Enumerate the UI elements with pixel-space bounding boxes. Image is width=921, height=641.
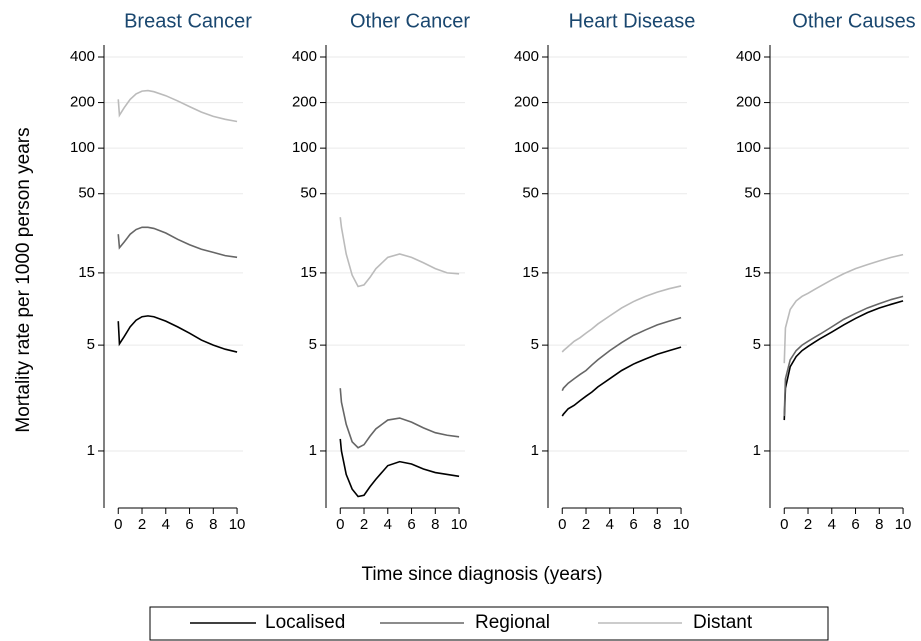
x-tick-label: 2 [582, 516, 590, 533]
data-line [783, 300, 904, 421]
y-tick-label: 100 [736, 139, 761, 156]
y-tick-label: 200 [70, 94, 95, 111]
y-tick-label: 200 [292, 94, 317, 111]
x-tick-label: 6 [629, 516, 637, 533]
y-tick-label: 200 [514, 94, 539, 111]
y-tick-label: 5 [753, 336, 761, 353]
legend-label: Distant [693, 612, 753, 633]
y-tick-label: 15 [78, 264, 95, 281]
x-tick-label: 10 [229, 516, 246, 533]
x-tick-label: 2 [360, 516, 368, 533]
y-tick-label: 15 [522, 264, 539, 281]
y-tick-label: 1 [309, 442, 317, 459]
x-tick-label: 8 [431, 516, 439, 533]
data-line [339, 388, 460, 449]
x-tick-label: 6 [851, 516, 859, 533]
y-tick-label: 200 [736, 94, 761, 111]
data-line [783, 295, 904, 417]
y-tick-label: 400 [736, 48, 761, 65]
y-tick-label: 1 [753, 442, 761, 459]
y-tick-label: 400 [70, 48, 95, 65]
data-line [783, 253, 904, 364]
x-tick-label: 10 [451, 516, 468, 533]
y-tick-label: 50 [744, 185, 761, 202]
x-tick-label: 4 [162, 516, 170, 533]
y-tick-label: 100 [514, 139, 539, 156]
x-tick-label: 8 [875, 516, 883, 533]
x-tick-label: 2 [138, 516, 146, 533]
y-tick-label: 400 [514, 48, 539, 65]
x-tick-label: 8 [653, 516, 661, 533]
x-tick-label: 10 [673, 516, 690, 533]
y-tick-label: 5 [87, 336, 95, 353]
legend-label: Localised [265, 612, 345, 633]
y-tick-label: 15 [744, 264, 761, 281]
x-tick-label: 8 [209, 516, 217, 533]
data-line [339, 217, 460, 288]
x-tick-label: 0 [336, 516, 344, 533]
y-tick-label: 50 [78, 185, 95, 202]
y-tick-label: 400 [292, 48, 317, 65]
x-tick-label: 10 [895, 516, 912, 533]
legend-box [149, 606, 829, 641]
panel-title: Other Causes [792, 10, 915, 32]
x-tick-label: 2 [804, 516, 812, 533]
x-tick-label: 4 [384, 516, 392, 533]
x-tick-label: 6 [407, 516, 415, 533]
panel-title: Breast Cancer [124, 10, 252, 32]
data-line [561, 316, 682, 392]
x-tick-label: 0 [558, 516, 566, 533]
data-line [117, 89, 238, 123]
x-tick-label: 0 [114, 516, 122, 533]
y-tick-label: 100 [292, 139, 317, 156]
y-tick-label: 1 [87, 442, 95, 459]
data-line [117, 315, 238, 353]
panel-title: Other Cancer [350, 10, 470, 32]
x-tick-label: 4 [606, 516, 614, 533]
y-tick-label: 100 [70, 139, 95, 156]
x-axis-title: Time since diagnosis (years) [361, 564, 602, 585]
data-line [561, 346, 682, 417]
y-tick-label: 50 [300, 185, 317, 202]
y-tick-label: 15 [300, 264, 317, 281]
y-tick-label: 1 [531, 442, 539, 459]
x-tick-label: 4 [828, 516, 836, 533]
panel-title: Heart Disease [569, 10, 696, 32]
y-axis-title: Mortality rate per 1000 person years [13, 127, 34, 432]
y-tick-label: 5 [531, 336, 539, 353]
legend-label: Regional [475, 612, 550, 633]
x-tick-label: 6 [185, 516, 193, 533]
data-line [339, 438, 460, 498]
data-line [561, 285, 682, 353]
x-tick-label: 0 [780, 516, 788, 533]
data-line [117, 226, 238, 259]
y-tick-label: 5 [309, 336, 317, 353]
y-tick-label: 50 [522, 185, 539, 202]
